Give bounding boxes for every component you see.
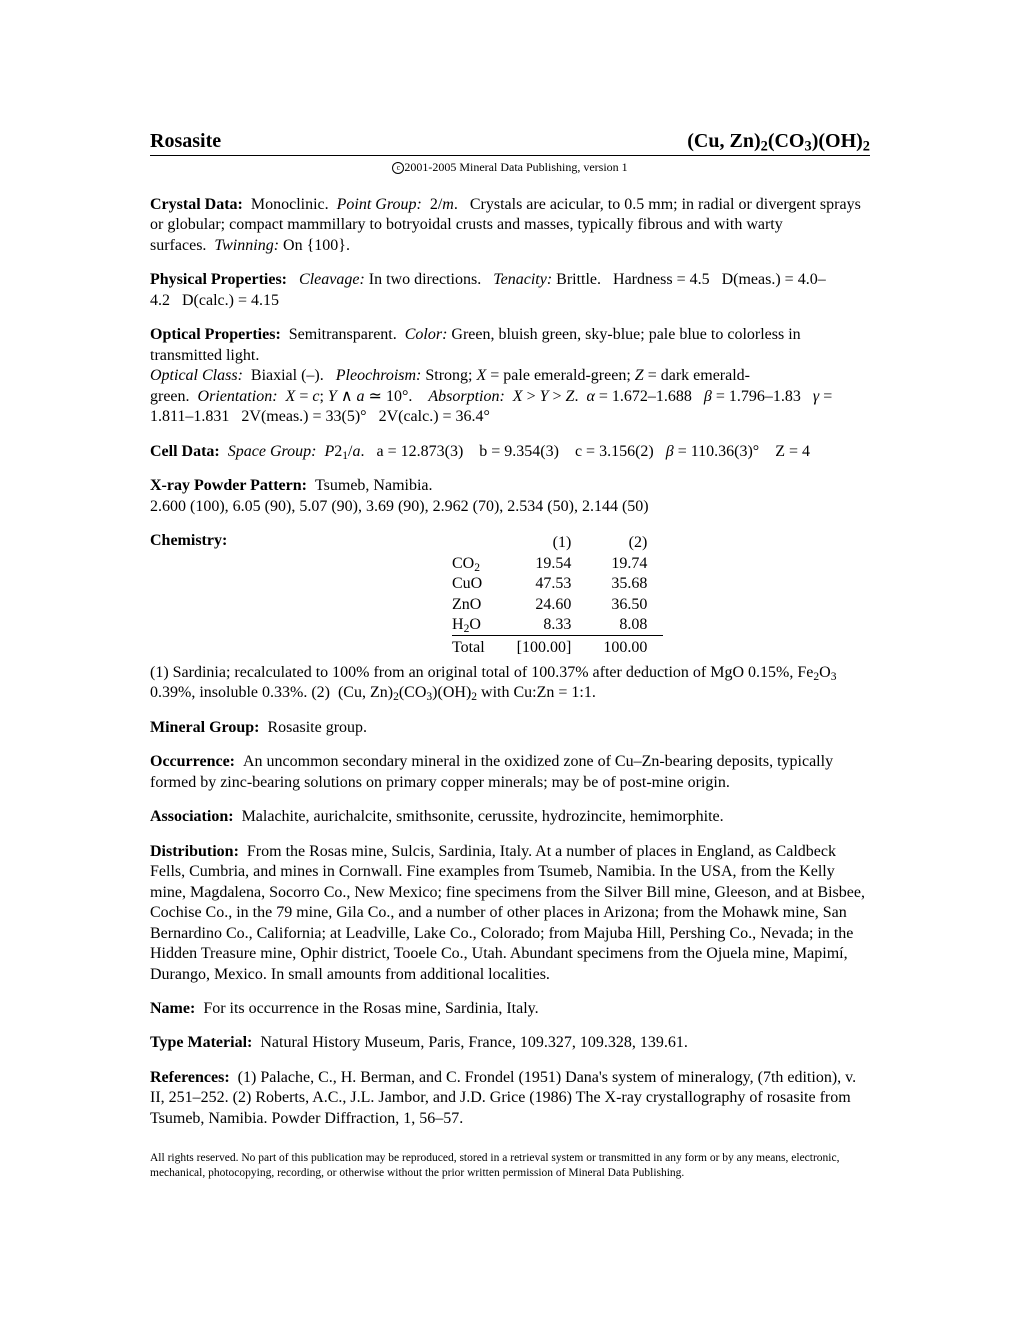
section-crystal-data: Crystal Data: Monoclinic. Point Group: 2… bbox=[150, 195, 870, 256]
col-header-2: (2) bbox=[587, 533, 663, 553]
body-crystal-data: Monoclinic. Point Group: 2/m. Crystals a… bbox=[150, 196, 861, 254]
label-xray: X-ray Powder Pattern: bbox=[150, 477, 307, 494]
table-row: CuO 47.53 35.68 bbox=[452, 574, 663, 594]
body-references: (1) Palache, C., H. Berman, and C. Frond… bbox=[150, 1069, 856, 1127]
body-association: Malachite, aurichalcite, smithsonite, ce… bbox=[234, 808, 724, 825]
section-association: Association: Malachite, aurichalcite, sm… bbox=[150, 807, 870, 827]
chemistry-table: (1) (2) CO2 19.54 19.74 CuO 47.53 35.68 … bbox=[452, 533, 663, 659]
copyright-icon: c bbox=[392, 162, 404, 174]
section-distribution: Distribution: From the Rosas mine, Sulci… bbox=[150, 842, 870, 985]
table-row: H2O 8.33 8.08 bbox=[452, 615, 663, 636]
body-type-material: Natural History Museum, Paris, France, 1… bbox=[252, 1034, 688, 1051]
mineral-name: Rosasite bbox=[150, 130, 221, 153]
table-total-row: Total [100.00] 100.00 bbox=[452, 636, 663, 659]
label-cell: Cell Data: bbox=[150, 443, 220, 460]
body-cell: Space Group: P21/a. a = 12.873(3) b = 9.… bbox=[220, 443, 810, 460]
col-header-1: (1) bbox=[501, 533, 588, 553]
label-optical: Optical Properties: bbox=[150, 326, 281, 343]
body-distribution: From the Rosas mine, Sulcis, Sardinia, I… bbox=[150, 843, 865, 983]
label-name: Name: bbox=[150, 1000, 195, 1017]
section-chemistry: Chemistry: (1) (2) CO2 19.54 19.74 CuO 4… bbox=[150, 531, 870, 704]
copyright-text: 2001-2005 Mineral Data Publishing, versi… bbox=[404, 160, 627, 174]
label-chemistry: Chemistry: bbox=[150, 531, 227, 551]
section-type-material: Type Material: Natural History Museum, P… bbox=[150, 1033, 870, 1053]
section-mineral-group: Mineral Group: Rosasite group. bbox=[150, 718, 870, 738]
page: Rosasite (Cu, Zn)2(CO3)(OH)2 c2001-2005 … bbox=[0, 0, 1020, 1320]
table-row: CO2 19.54 19.74 bbox=[452, 554, 663, 574]
table-row: ZnO 24.60 36.50 bbox=[452, 595, 663, 615]
body-mineral-group: Rosasite group. bbox=[259, 719, 367, 736]
chemical-formula: (Cu, Zn)2(CO3)(OH)2 bbox=[687, 130, 870, 153]
label-type-material: Type Material: bbox=[150, 1034, 252, 1051]
header: Rosasite (Cu, Zn)2(CO3)(OH)2 bbox=[150, 130, 870, 156]
body-occurrence: An uncommon secondary mineral in the oxi… bbox=[150, 753, 833, 790]
label-association: Association: bbox=[150, 808, 234, 825]
section-name: Name: For its occurrence in the Rosas mi… bbox=[150, 999, 870, 1019]
label-crystal-data: Crystal Data: bbox=[150, 196, 243, 213]
chemistry-notes: (1) Sardinia; recalculated to 100% from … bbox=[150, 663, 870, 704]
label-references: References: bbox=[150, 1069, 230, 1086]
section-physical: Physical Properties: Cleavage: In two di… bbox=[150, 270, 870, 311]
label-distribution: Distribution: bbox=[150, 843, 239, 860]
label-physical: Physical Properties: bbox=[150, 271, 287, 288]
copyright-line: c2001-2005 Mineral Data Publishing, vers… bbox=[150, 160, 870, 175]
label-occurrence: Occurrence: bbox=[150, 753, 235, 770]
section-cell: Cell Data: Space Group: P21/a. a = 12.87… bbox=[150, 442, 870, 462]
label-mineral-group: Mineral Group: bbox=[150, 719, 259, 736]
section-occurrence: Occurrence: An uncommon secondary minera… bbox=[150, 752, 870, 793]
footer-rights: All rights reserved. No part of this pub… bbox=[150, 1151, 870, 1180]
table-header-row: (1) (2) bbox=[452, 533, 663, 553]
body-name: For its occurrence in the Rosas mine, Sa… bbox=[195, 1000, 538, 1017]
section-references: References: (1) Palache, C., H. Berman, … bbox=[150, 1068, 870, 1129]
section-xray: X-ray Powder Pattern: Tsumeb, Namibia.2.… bbox=[150, 476, 870, 517]
section-optical: Optical Properties: Semitransparent. Col… bbox=[150, 325, 870, 427]
